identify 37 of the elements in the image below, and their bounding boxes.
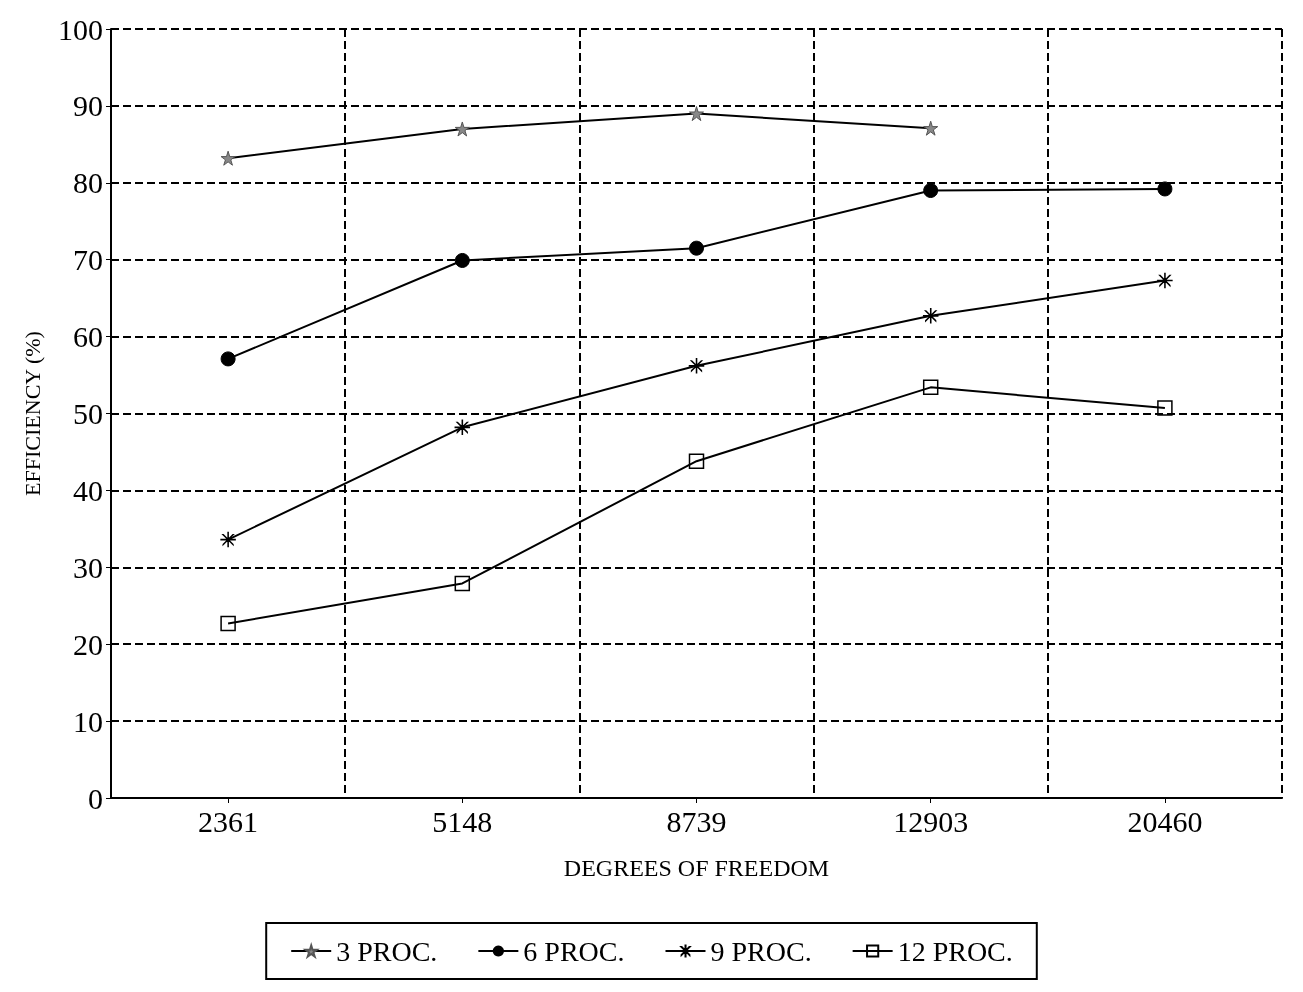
point [220,531,236,548]
x-axis-title: DEGREES OF FREEDOM [563,855,830,881]
y-axis-title: EFFICIENCY (%) [19,331,45,496]
point [1157,400,1173,416]
point [220,351,236,367]
x-tick-label: 5148 [432,804,493,838]
point [1157,272,1173,289]
point [454,575,471,592]
y-tick-label: 70 [73,243,103,277]
y-tick-label: 30 [73,550,103,584]
y-tick-label: 40 [73,473,103,507]
point [1157,181,1173,197]
x-tick-label: 12903 [893,804,969,838]
point [923,182,939,198]
y-tick-label: 80 [73,166,103,200]
point [689,240,704,256]
legend-label: 6 PROC. [523,935,625,967]
point [454,252,470,268]
x-tick-label: 8739 [666,804,727,838]
x-tick-label: 2361 [198,804,259,838]
point [922,379,939,396]
y-tick-label: 0 [88,781,103,815]
y-tick-label: 10 [73,704,103,738]
y-tick-label: 20 [73,627,103,661]
point [220,615,236,632]
legend-label: 3 PROC. [336,935,438,967]
point [454,419,471,436]
y-tick-label: 60 [73,320,103,354]
y-tick-label: 100 [58,12,103,46]
point [688,358,705,374]
y-tick-label: 90 [73,89,103,123]
point [688,453,705,469]
point [922,308,939,324]
legend-label: 12 PROC. [897,935,1013,967]
y-tick-label: 50 [73,397,103,430]
x-tick-label: 20460 [1127,804,1203,838]
legend-label: 9 PROC. [710,935,812,967]
